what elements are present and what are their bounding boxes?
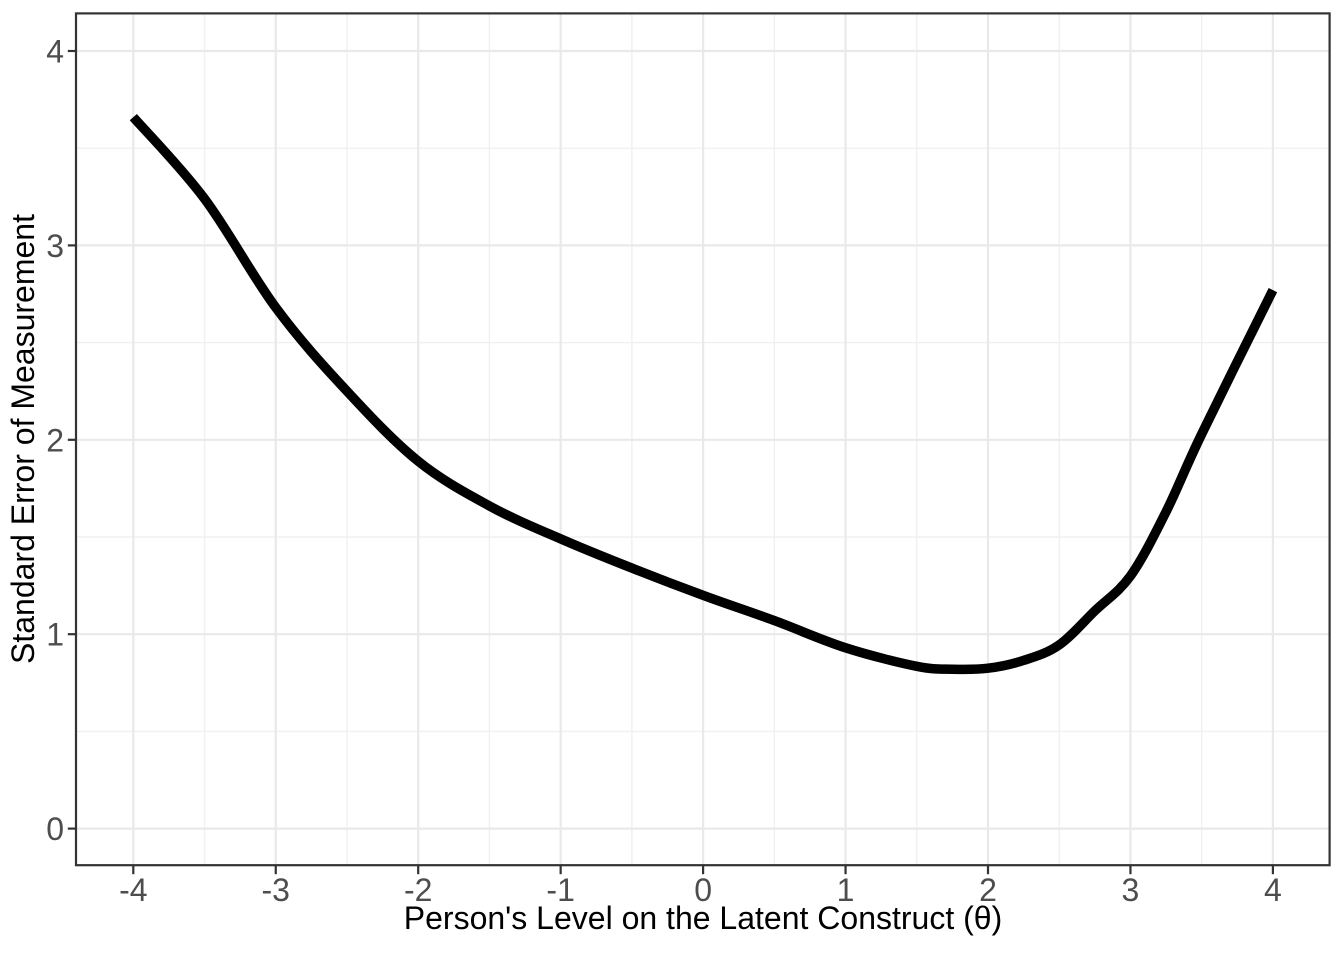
axis-tick-labels-layer: -4 -3 -2 -1 0 1 2 3 4 0 1 2 3 4 — [46, 34, 1282, 909]
x-tick-label: 2 — [979, 872, 997, 908]
x-tick-label: 1 — [837, 872, 855, 908]
y-tick-label: 2 — [46, 422, 64, 458]
x-tick-label: -1 — [546, 872, 574, 908]
x-tick-label: 3 — [1122, 872, 1140, 908]
y-tick-label: 3 — [46, 228, 64, 264]
x-tick-label: -3 — [262, 872, 290, 908]
x-axis-title: Person's Level on the Latent Construct (… — [404, 900, 1002, 936]
x-tick-label: -2 — [404, 872, 432, 908]
x-tick-label: 0 — [694, 872, 712, 908]
y-tick-label: 1 — [46, 617, 64, 653]
y-axis-title: Standard Error of Measurement — [5, 214, 41, 664]
y-tick-label: 0 — [46, 811, 64, 847]
x-tick-label: -4 — [119, 872, 147, 908]
x-tick-label: 4 — [1264, 872, 1282, 908]
y-tick-label: 4 — [46, 34, 64, 70]
axis-ticks-layer — [67, 49, 1275, 875]
panel-border — [74, 12, 1331, 867]
grid-major-layer — [76, 13, 1330, 866]
sem-curve — [129, 113, 1278, 675]
